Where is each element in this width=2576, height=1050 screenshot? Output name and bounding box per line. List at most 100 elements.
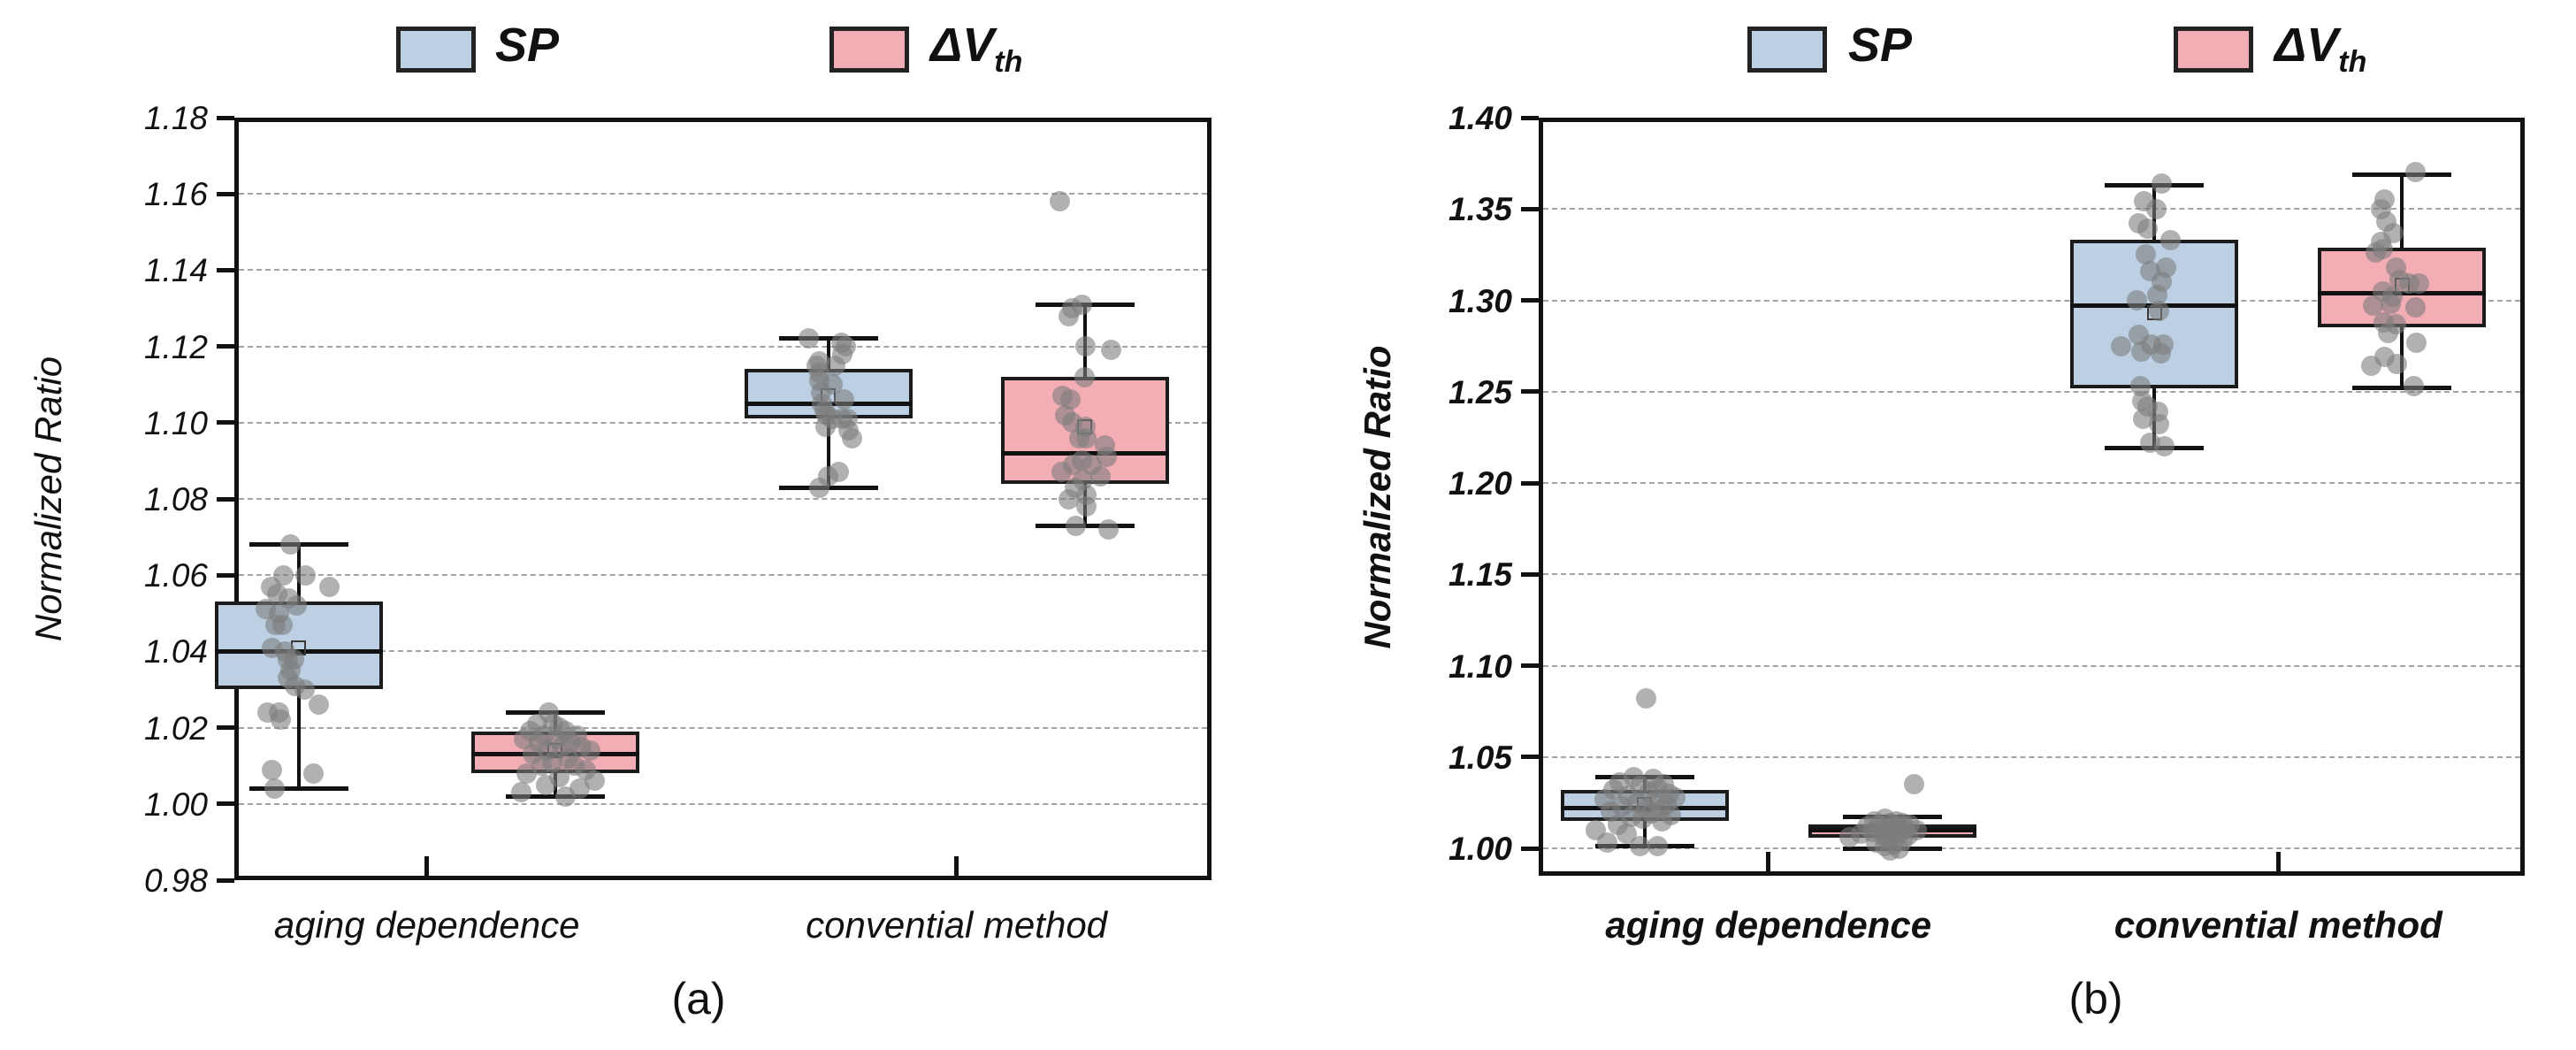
data-point — [2145, 198, 2167, 219]
data-point — [825, 355, 846, 376]
legend-label-sp: SP — [495, 19, 559, 79]
y-tick-mark — [217, 115, 234, 120]
category-label: aging dependence — [273, 904, 580, 946]
legend-label-text: SP — [495, 19, 560, 72]
data-point — [2404, 162, 2426, 183]
data-point — [2136, 218, 2158, 240]
y-tick-mark — [1521, 298, 1539, 303]
subfigure-caption: (b) — [2068, 974, 2123, 1023]
y-tick-label: 1.05 — [1448, 739, 1512, 776]
whisker-cap-low — [505, 793, 605, 799]
data-point — [2159, 229, 2181, 250]
legend-swatch-sp — [1747, 27, 1827, 73]
data-point — [2403, 376, 2424, 397]
plot-area — [234, 118, 1212, 880]
data-point — [1059, 305, 1080, 326]
data-point — [2110, 335, 2131, 356]
data-point — [2148, 414, 2169, 435]
whisker-cap-low — [248, 786, 348, 792]
legend-label-subscript: th — [994, 45, 1023, 79]
data-point — [1059, 488, 1080, 510]
whisker-cap-high — [2352, 172, 2452, 177]
data-point — [531, 755, 553, 777]
data-point — [1597, 832, 1618, 854]
y-tick-label: 1.08 — [143, 481, 208, 517]
data-point — [2130, 341, 2152, 362]
legend-label-text: ΔV — [930, 19, 995, 72]
data-point — [1076, 496, 1097, 517]
y-tick-mark — [217, 267, 234, 272]
gridline — [1543, 482, 2520, 484]
data-point — [2386, 354, 2407, 375]
data-point — [2365, 242, 2386, 264]
legend-label-sp: SP — [1848, 19, 1912, 79]
data-point — [1636, 688, 1657, 709]
data-point — [834, 389, 855, 410]
x-tick-mark — [954, 856, 959, 876]
y-tick-mark — [217, 420, 234, 425]
y-tick-mark — [217, 572, 234, 578]
data-point — [1101, 340, 1122, 361]
data-point — [555, 786, 577, 807]
data-point — [1097, 447, 1118, 468]
gridline — [1543, 299, 2520, 302]
y-tick-mark — [1521, 115, 1539, 120]
whisker-cap-low — [2352, 386, 2452, 391]
y-tick-label: 1.20 — [1448, 465, 1512, 502]
legend-swatch-sp — [396, 27, 476, 73]
y-tick-mark — [217, 725, 234, 731]
y-tick-label: 1.18 — [143, 100, 208, 136]
gridline — [239, 269, 1207, 272]
y-tick-mark — [217, 344, 234, 349]
gridline — [1543, 664, 2520, 667]
data-point — [842, 427, 863, 448]
gridline — [1543, 847, 2520, 850]
y-tick-label: 1.15 — [1448, 556, 1512, 594]
data-point — [2380, 294, 2401, 315]
legend-label-dvth: ΔVth — [930, 19, 1022, 79]
data-point — [295, 564, 317, 586]
data-point — [2150, 342, 2171, 364]
data-point — [2408, 273, 2429, 295]
data-point — [2146, 284, 2167, 305]
data-point — [1050, 191, 1071, 212]
data-point — [2377, 323, 2398, 344]
legend-label-subscript: th — [2338, 45, 2367, 79]
y-tick-label: 1.10 — [143, 404, 208, 441]
x-tick-mark — [424, 856, 430, 876]
gridline — [239, 345, 1207, 348]
y-tick-mark — [1521, 389, 1539, 395]
data-point — [2148, 301, 2169, 322]
y-tick-label: 1.00 — [1448, 831, 1512, 868]
data-point — [262, 759, 283, 780]
gridline — [239, 421, 1207, 424]
x-tick-mark — [1766, 852, 1771, 871]
data-point — [1066, 515, 1087, 536]
data-point — [2135, 244, 2156, 265]
y-tick-label: 1.16 — [143, 176, 208, 213]
data-point — [1630, 836, 1651, 857]
data-point — [2151, 172, 2172, 194]
data-point — [809, 477, 830, 498]
data-point — [1647, 836, 1669, 857]
data-point — [294, 679, 316, 700]
y-tick-label: 1.12 — [143, 328, 208, 365]
data-point — [815, 416, 837, 437]
data-point — [280, 534, 302, 556]
y-tick-mark — [1521, 206, 1539, 211]
category-label: convential method — [806, 904, 1108, 946]
y-tick-label: 1.30 — [1448, 282, 1512, 319]
y-tick-label: 1.40 — [1448, 100, 1512, 136]
x-tick-mark — [2275, 852, 2281, 871]
data-point — [516, 763, 538, 784]
gridline — [239, 802, 1207, 805]
y-tick-mark — [217, 801, 234, 807]
data-point — [303, 763, 325, 784]
data-point — [1098, 518, 1120, 540]
data-point — [2132, 409, 2153, 430]
plot-area — [1539, 118, 2525, 876]
data-point — [1632, 809, 1654, 830]
subfigure-caption: (a) — [671, 974, 726, 1023]
data-point — [2404, 297, 2426, 318]
data-point — [1652, 810, 1673, 832]
